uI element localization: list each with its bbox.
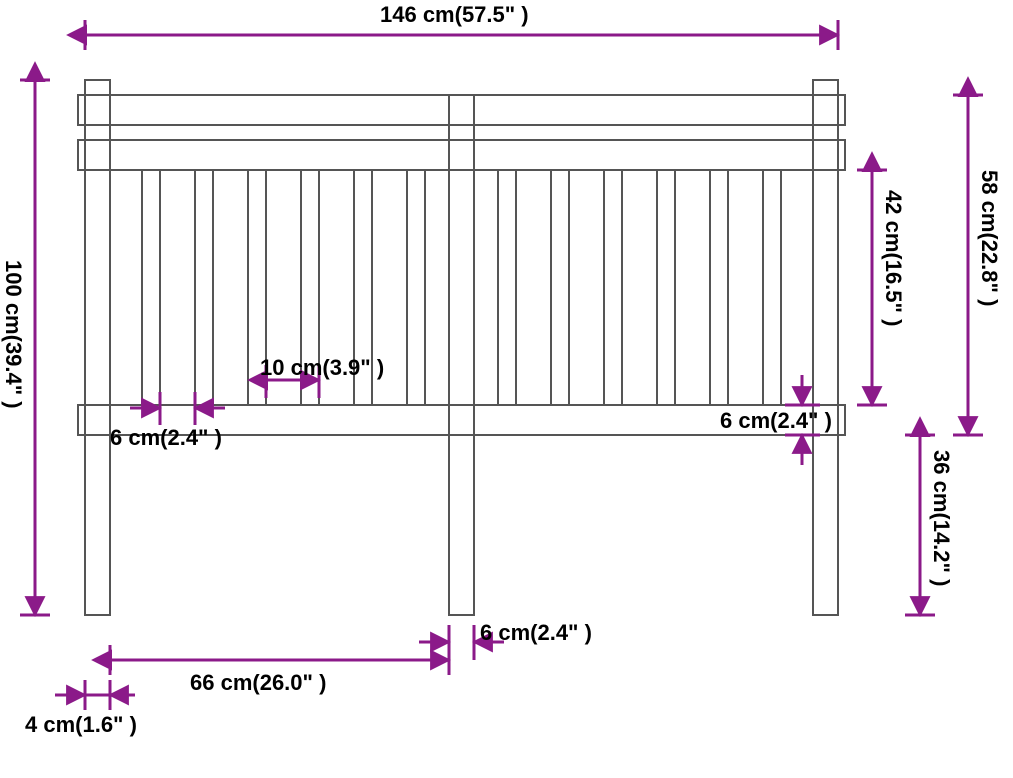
dim-10cm: 10 cm(3.9" )	[260, 355, 384, 381]
dim-58cm: 58 cm(22.8" )	[976, 170, 1002, 306]
dim-width-top: 146 cm(57.5" )	[380, 2, 529, 28]
dim-6cm-left: 6 cm(2.4" )	[110, 425, 222, 451]
dim-6cm-center: 6 cm(2.4" )	[480, 620, 592, 646]
dim-depth: 4 cm(1.6" )	[25, 712, 137, 738]
dim-6cm-rail: 6 cm(2.4" )	[720, 408, 832, 434]
dim-66cm: 66 cm(26.0" )	[190, 670, 326, 696]
dim-height-left: 100 cm(39.4" )	[0, 260, 26, 409]
dim-42cm: 42 cm(16.5" )	[880, 190, 906, 326]
dim-36cm: 36 cm(14.2" )	[928, 450, 954, 586]
